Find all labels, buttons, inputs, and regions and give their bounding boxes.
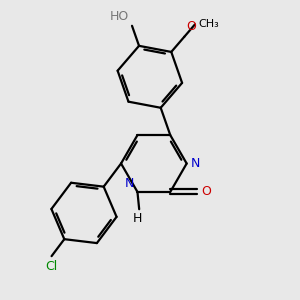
- Text: HO: HO: [110, 11, 129, 23]
- Text: N: N: [125, 177, 134, 190]
- Text: O: O: [201, 185, 211, 198]
- Text: CH₃: CH₃: [199, 20, 220, 29]
- Text: N: N: [190, 157, 200, 170]
- Text: H: H: [133, 212, 142, 225]
- Text: O: O: [186, 20, 196, 33]
- Text: Cl: Cl: [45, 260, 58, 273]
